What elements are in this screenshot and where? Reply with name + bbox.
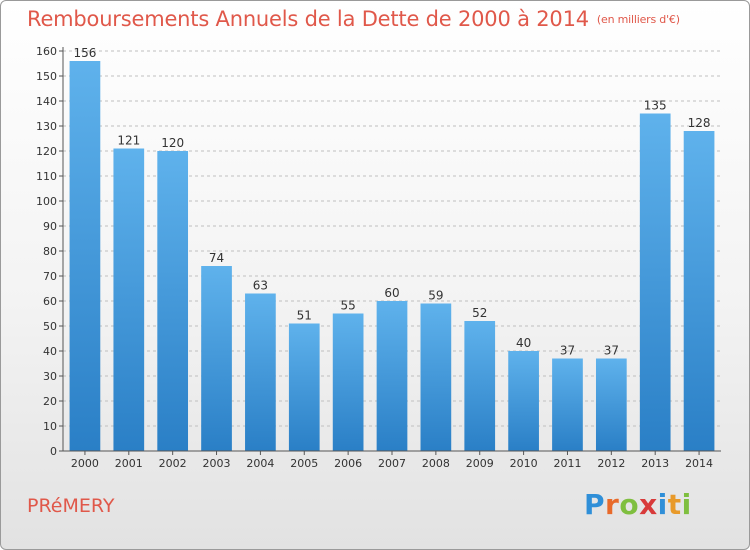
data-label-2002: 120 xyxy=(161,136,184,150)
bar-2014 xyxy=(683,131,715,451)
logo-letter: o xyxy=(619,488,640,521)
logo-letter: P xyxy=(584,488,606,521)
x-tick-label-2003: 2003 xyxy=(203,457,231,470)
data-label-2006: 55 xyxy=(340,299,355,313)
y-tick-label-130: 130 xyxy=(36,120,57,133)
x-tick-label-2005: 2005 xyxy=(290,457,318,470)
bar-2010 xyxy=(508,351,539,451)
x-tick-label-2001: 2001 xyxy=(115,457,143,470)
y-tick-label-150: 150 xyxy=(36,70,57,83)
data-label-2011: 37 xyxy=(560,344,575,358)
logo-letter: i xyxy=(657,488,668,521)
data-label-2005: 51 xyxy=(297,309,312,323)
data-label-2004: 63 xyxy=(253,279,268,293)
bar-2001 xyxy=(113,148,145,451)
x-tick-label-2002: 2002 xyxy=(159,457,187,470)
bar-2008 xyxy=(420,303,452,451)
y-tick-label-140: 140 xyxy=(36,95,57,108)
y-tick-label-10: 10 xyxy=(43,420,57,433)
chart-title-text: Remboursements Annuels de la Dette de 20… xyxy=(27,7,589,31)
data-label-2012: 37 xyxy=(604,344,619,358)
bar-2009 xyxy=(464,321,496,451)
commune-name: PRéMERY xyxy=(27,495,115,517)
x-tick-label-2006: 2006 xyxy=(334,457,362,470)
x-tick-label-2009: 2009 xyxy=(466,457,494,470)
x-tick-label-2004: 2004 xyxy=(246,457,274,470)
bar-2012 xyxy=(595,358,627,451)
bar-2003 xyxy=(201,266,232,451)
labels: 0 10 20 30 40 50 60 70 80 90 100 110 120 130 140 150 160… xyxy=(36,45,713,470)
y-tick-label-80: 80 xyxy=(43,245,57,258)
y-tick-label-100: 100 xyxy=(36,195,57,208)
y-tick-label-90: 90 xyxy=(43,220,57,233)
y-tick-label-40: 40 xyxy=(43,345,57,358)
proxiti-logo: Proxiti xyxy=(584,488,692,521)
y-tick-label-0: 0 xyxy=(50,445,57,458)
data-label-2013: 135 xyxy=(644,99,667,113)
bar-2004 xyxy=(245,293,276,451)
x-tick-label-2010: 2010 xyxy=(510,457,538,470)
y-tick-label-50: 50 xyxy=(43,320,57,333)
bar-2013 xyxy=(639,113,671,451)
data-label-2001: 121 xyxy=(117,134,140,148)
bar-2006 xyxy=(332,313,364,451)
logo-letter: i xyxy=(681,488,692,521)
data-label-2003: 74 xyxy=(209,251,224,265)
logo-letter: t xyxy=(667,488,682,521)
bar-2011 xyxy=(552,358,583,451)
x-tick-label-2008: 2008 xyxy=(422,457,450,470)
data-label-2009: 52 xyxy=(472,306,487,320)
bar-2000 xyxy=(69,61,101,451)
bar-2002 xyxy=(157,151,189,451)
data-label-2008: 59 xyxy=(428,289,443,303)
chart-subtitle: (en milliers d'€) xyxy=(596,13,680,26)
axes xyxy=(59,47,721,455)
y-tick-label-110: 110 xyxy=(36,170,57,183)
data-label-2010: 40 xyxy=(516,336,531,350)
data-label-2007: 60 xyxy=(384,286,399,300)
bar-2005 xyxy=(288,323,320,451)
x-tick-label-2011: 2011 xyxy=(553,457,581,470)
x-tick-label-2014: 2014 xyxy=(685,457,713,470)
y-tick-label-160: 160 xyxy=(36,45,57,58)
x-tick-label-2013: 2013 xyxy=(641,457,669,470)
x-tick-label-2000: 2000 xyxy=(71,457,99,470)
y-tick-label-60: 60 xyxy=(43,295,57,308)
data-label-2000: 156 xyxy=(73,46,96,60)
logo-letter: r xyxy=(605,488,620,521)
y-tick-label-30: 30 xyxy=(43,370,57,383)
y-tick-label-70: 70 xyxy=(43,270,57,283)
bar-2007 xyxy=(376,301,408,451)
logo-letter: x xyxy=(639,488,658,521)
x-tick-label-2012: 2012 xyxy=(597,457,625,470)
bars xyxy=(69,61,715,451)
data-label-2014: 128 xyxy=(688,116,711,130)
chart-title: Remboursements Annuels de la Dette de 20… xyxy=(27,7,680,31)
y-tick-label-120: 120 xyxy=(36,145,57,158)
y-tick-label-20: 20 xyxy=(43,395,57,408)
x-tick-label-2007: 2007 xyxy=(378,457,406,470)
